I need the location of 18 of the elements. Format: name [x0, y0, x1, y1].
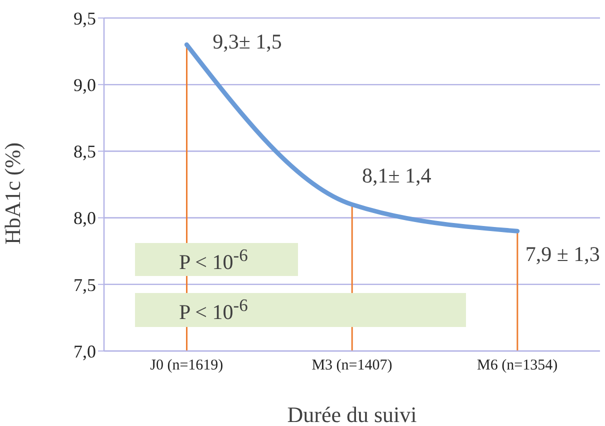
data-label: 7,9 ± 1,3 [525, 242, 600, 266]
data-label: 8,1± 1,4 [362, 163, 432, 188]
y-axis-title: HbA1c (%) [0, 142, 25, 244]
annotation: P < 10$^{-6}$ [179, 244, 248, 274]
x-axis-title: Durée du suivi [287, 402, 417, 426]
data-label: 9,3± 1,5 [212, 30, 282, 54]
text-box: P < 10$^{-6}$ [135, 293, 466, 327]
x-tick-label: M3 (n=1407) [312, 358, 392, 374]
y-tick-label: 8,5 [74, 142, 96, 162]
y-tick-label: 9,0 [74, 74, 96, 95]
x-tick-label: J0 (n=1619) [150, 358, 224, 374]
annotation: P < 10$^{-6}$ [179, 295, 248, 324]
text-box: P < 10$^{-6}$ [135, 243, 298, 276]
x-tick-label: M6 (n=1354) [477, 358, 558, 374]
y-tick-label: 7,0 [74, 341, 96, 362]
y-tick-label: 8,0 [74, 208, 96, 228]
y-tick-label: 7,5 [74, 274, 96, 295]
y-tick-label: 9,5 [74, 8, 96, 28]
